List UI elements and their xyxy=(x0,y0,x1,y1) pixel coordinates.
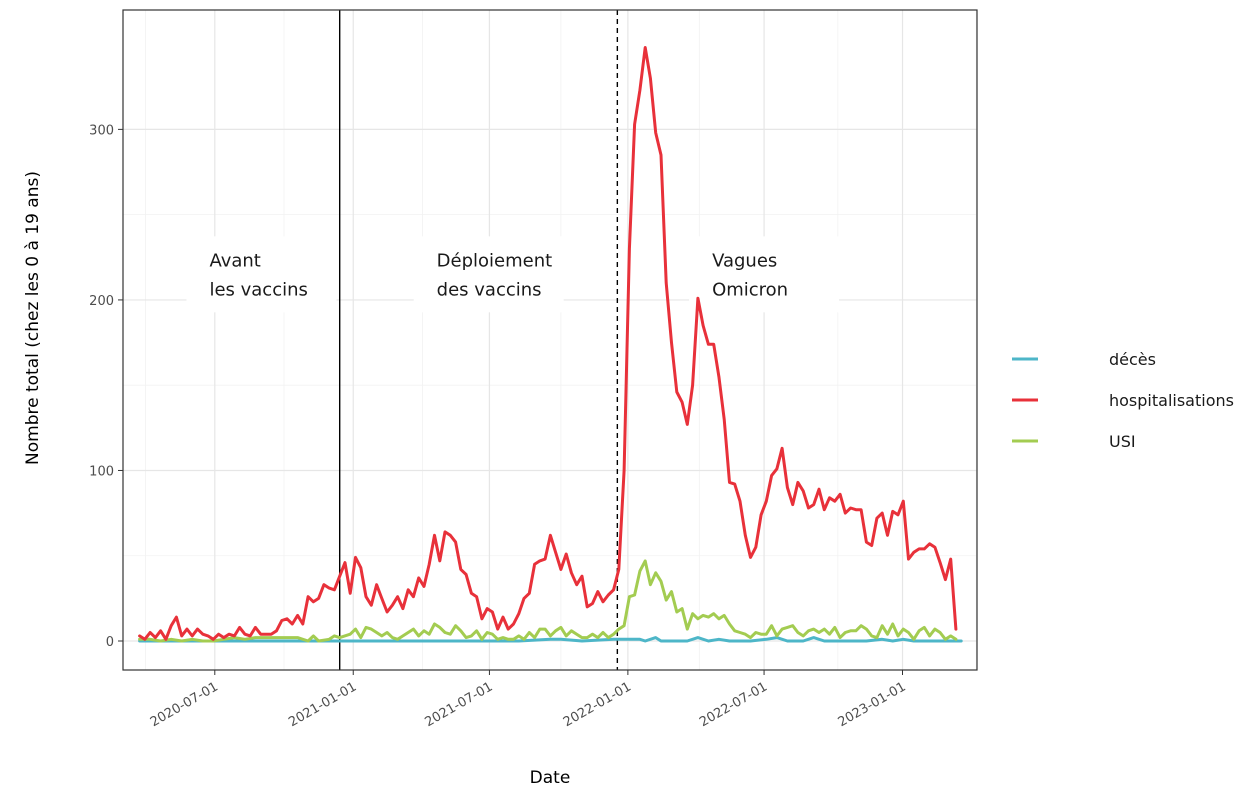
annotation-label: les vaccins xyxy=(209,279,307,300)
annotation-box xyxy=(689,236,840,313)
y-axis: 0 100 200 300 xyxy=(89,123,123,650)
x-tick-label: 2022-01-01 xyxy=(561,679,634,730)
legend-label: décès xyxy=(1109,350,1156,369)
series-line-décès xyxy=(138,636,963,643)
x-axis-title: Date xyxy=(530,768,571,788)
y-tick-label: 200 xyxy=(89,294,114,309)
series-lines xyxy=(138,46,963,643)
x-tick-label: 2022-07-01 xyxy=(697,679,770,730)
annotation-label: Déploiement xyxy=(437,250,553,271)
x-tick-label: 2021-07-01 xyxy=(422,679,495,730)
y-tick-label: 100 xyxy=(89,464,114,479)
y-tick-label: 0 xyxy=(106,635,114,650)
annotation-label: Vagues xyxy=(712,250,777,271)
x-tick-label: 2021-01-01 xyxy=(286,679,359,730)
series-line-hospitalisations xyxy=(138,46,958,641)
annotation-box xyxy=(413,236,564,313)
event-lines xyxy=(338,10,619,670)
grid-minor xyxy=(123,10,977,670)
annotation-label: Avant xyxy=(209,250,260,271)
y-tick-label: 300 xyxy=(89,123,114,138)
annotation-box xyxy=(186,236,337,313)
series-line-USI xyxy=(138,559,958,643)
legend-label: USI xyxy=(1109,432,1136,451)
annotations: Avant les vaccins Déploiement des vaccins Va… xyxy=(186,236,840,313)
x-axis: 2020-07-01 2021-01-01 2021-07-01 2022-01-01… xyxy=(148,670,909,730)
legend-label: hospitalisations xyxy=(1109,391,1234,410)
annotation-label: Omicron xyxy=(712,279,788,300)
x-tick-label: 2023-01-01 xyxy=(836,679,909,730)
annotation-label: des vaccins xyxy=(437,279,542,300)
y-axis-title: Nombre total (chez les 0 à 19 ans) xyxy=(23,171,43,465)
plot-panel xyxy=(123,10,977,670)
x-tick-label: 2020-07-01 xyxy=(148,679,221,730)
plot-border xyxy=(122,9,978,671)
legend: décès hospitalisations USI xyxy=(1012,350,1234,451)
